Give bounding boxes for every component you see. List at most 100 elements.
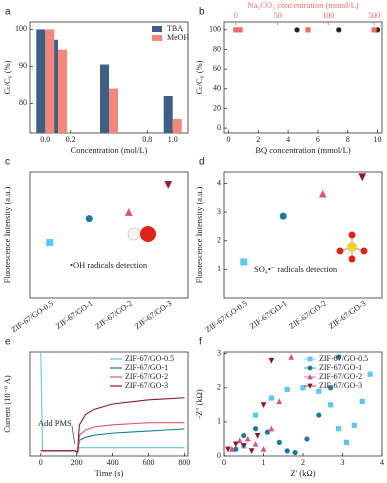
x-tick-label: 800 [178,458,190,467]
bar [163,96,173,133]
x-tick-label: 400 [107,458,119,467]
x-tick-label: 2 [301,458,305,467]
point [252,440,259,447]
bar [58,49,68,133]
x2-tick-label: 500 [368,11,380,20]
y-tick-label: 80 [19,98,27,107]
point [253,426,259,432]
y-tick-label: 0 [217,123,221,132]
x-tick-label: 1.0 [168,135,178,144]
point [241,432,247,439]
bar [172,118,182,133]
y-tick-label: 0 [217,451,221,460]
point [279,212,287,220]
panel-label: c [5,157,10,168]
y-axis-title: Cₜ/C₀ (%) [194,60,204,94]
point [300,385,306,391]
point [359,398,365,405]
point [328,402,334,408]
point [304,436,310,442]
x-tick-label: 600 [143,458,155,467]
y-axis-title: Fluorescence Intensity (a.u.) [194,186,204,283]
bar [36,29,46,133]
plot-frame [29,171,189,299]
y-tick-label: 100 [209,25,221,34]
oh-icon [127,226,156,242]
point [124,208,133,216]
legend-label: ZIF-67/GO-1 [125,363,168,372]
panel-label: f [199,337,202,348]
o-atom [348,231,356,239]
y-axis-title: Current (10⁻⁶ A) [2,375,12,433]
o-atom [140,226,156,242]
h-atom [127,227,141,241]
x-tick-label: 0 [39,458,43,467]
y-tick-label: 1 [217,264,221,273]
x-tick-label: 6 [316,135,320,144]
y-tick-label: 1 [217,417,221,426]
x-axis-title: BQ concentration (mmol/L) [255,145,351,155]
point [358,173,367,182]
x-tick-label: 0.8 [142,135,152,144]
point [316,412,322,418]
y-tick-label: 4 [217,178,221,187]
point [328,385,334,391]
x-tick-label: 4 [380,458,384,467]
point [253,412,259,418]
legend-label: ZIF-67/GO-3 [125,381,168,390]
point [318,189,327,198]
point [264,429,271,435]
y-axis-title: -Z'' (kΩ) [194,389,204,419]
point [232,441,239,448]
legend-label: MeOH [167,33,189,42]
annotation: Add PMS [38,418,72,428]
x-tick-label: 10 [374,135,382,144]
y-tick-label: 2 [217,383,221,392]
point [284,448,290,454]
s-atom [347,242,357,252]
x-tick-label: 0.0 [40,135,50,144]
panel-label: b [199,7,205,18]
bar [109,88,118,133]
o-atom [348,255,356,263]
panel-label: e [5,337,11,348]
legend-label: ZIF-67/GO-2 [125,372,168,381]
x-axis-title: Time (s) [95,468,124,478]
x2-tick-label: 100 [322,11,334,20]
plot-frame [223,21,383,134]
y-tick-label: 3 [217,349,221,358]
y-axis-title: Cₜ/C₀ (%) [2,60,12,94]
point [276,398,283,405]
legend-label: ZIF-67/GO-0.5 [319,354,368,363]
legend-marker [307,356,313,362]
point [268,425,275,432]
point [294,27,300,33]
point [335,354,342,360]
so4-icon [336,231,368,263]
x-tick-label: 4 [286,135,290,144]
point [276,439,282,445]
legend-label: ZIF-67/GO-2 [319,372,362,381]
x-tick-label: 1 [262,458,266,467]
o-atom [360,247,368,255]
y-tick-label: 80 [213,44,221,53]
x-tick-label: 2 [256,135,260,144]
point [343,439,350,445]
annotation: SO₄•⁻ radicals detection [254,264,338,274]
y-tick-label: 2 [217,236,221,245]
y-axis-title: Fluorescence Intensity (a.u.) [2,186,12,283]
point [248,448,255,455]
x-tick-label: 0 [222,458,226,467]
point [254,432,261,439]
point [371,27,377,33]
panel-label: a [5,7,11,18]
x2-axis-title: Na₂CO₃ concentration (mmol/L) [247,0,358,10]
annotation: •OH radicals detection [70,260,148,270]
point [225,446,231,453]
legend-swatch [152,35,162,41]
legend-marker [307,374,313,380]
y-tick-label: 90 [19,61,27,70]
point [305,27,311,33]
point [335,426,342,432]
